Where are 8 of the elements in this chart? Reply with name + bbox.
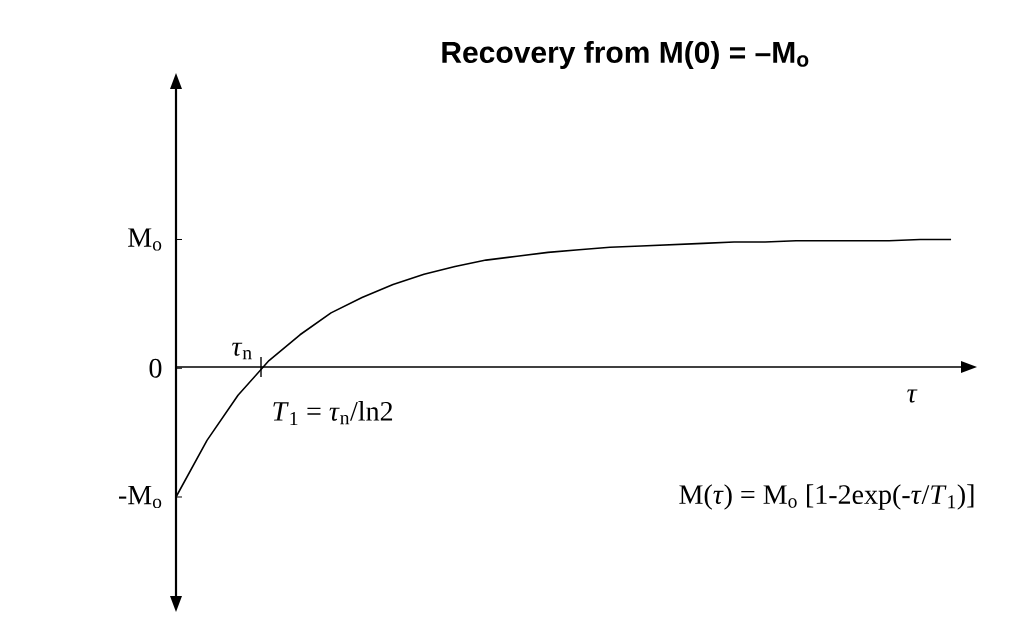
text: 0 bbox=[149, 358, 162, 378]
text: M$_{o}$ bbox=[128, 228, 162, 251]
chart-title: Recovery from M(0) = –M$_{o}$ bbox=[442, 41, 809, 69]
text: M(τ) = M$_{o}$ [1-2exp(-τ/T$_{1}$)] bbox=[679, 484, 974, 510]
x-axis-title: τ bbox=[907, 389, 918, 403]
annotation: τ$_{n}$ bbox=[232, 342, 252, 360]
annotation: T$_{1}$ = τ$_{n}$/ln2 bbox=[273, 401, 393, 425]
text: -M$_{o}$ bbox=[119, 485, 162, 509]
